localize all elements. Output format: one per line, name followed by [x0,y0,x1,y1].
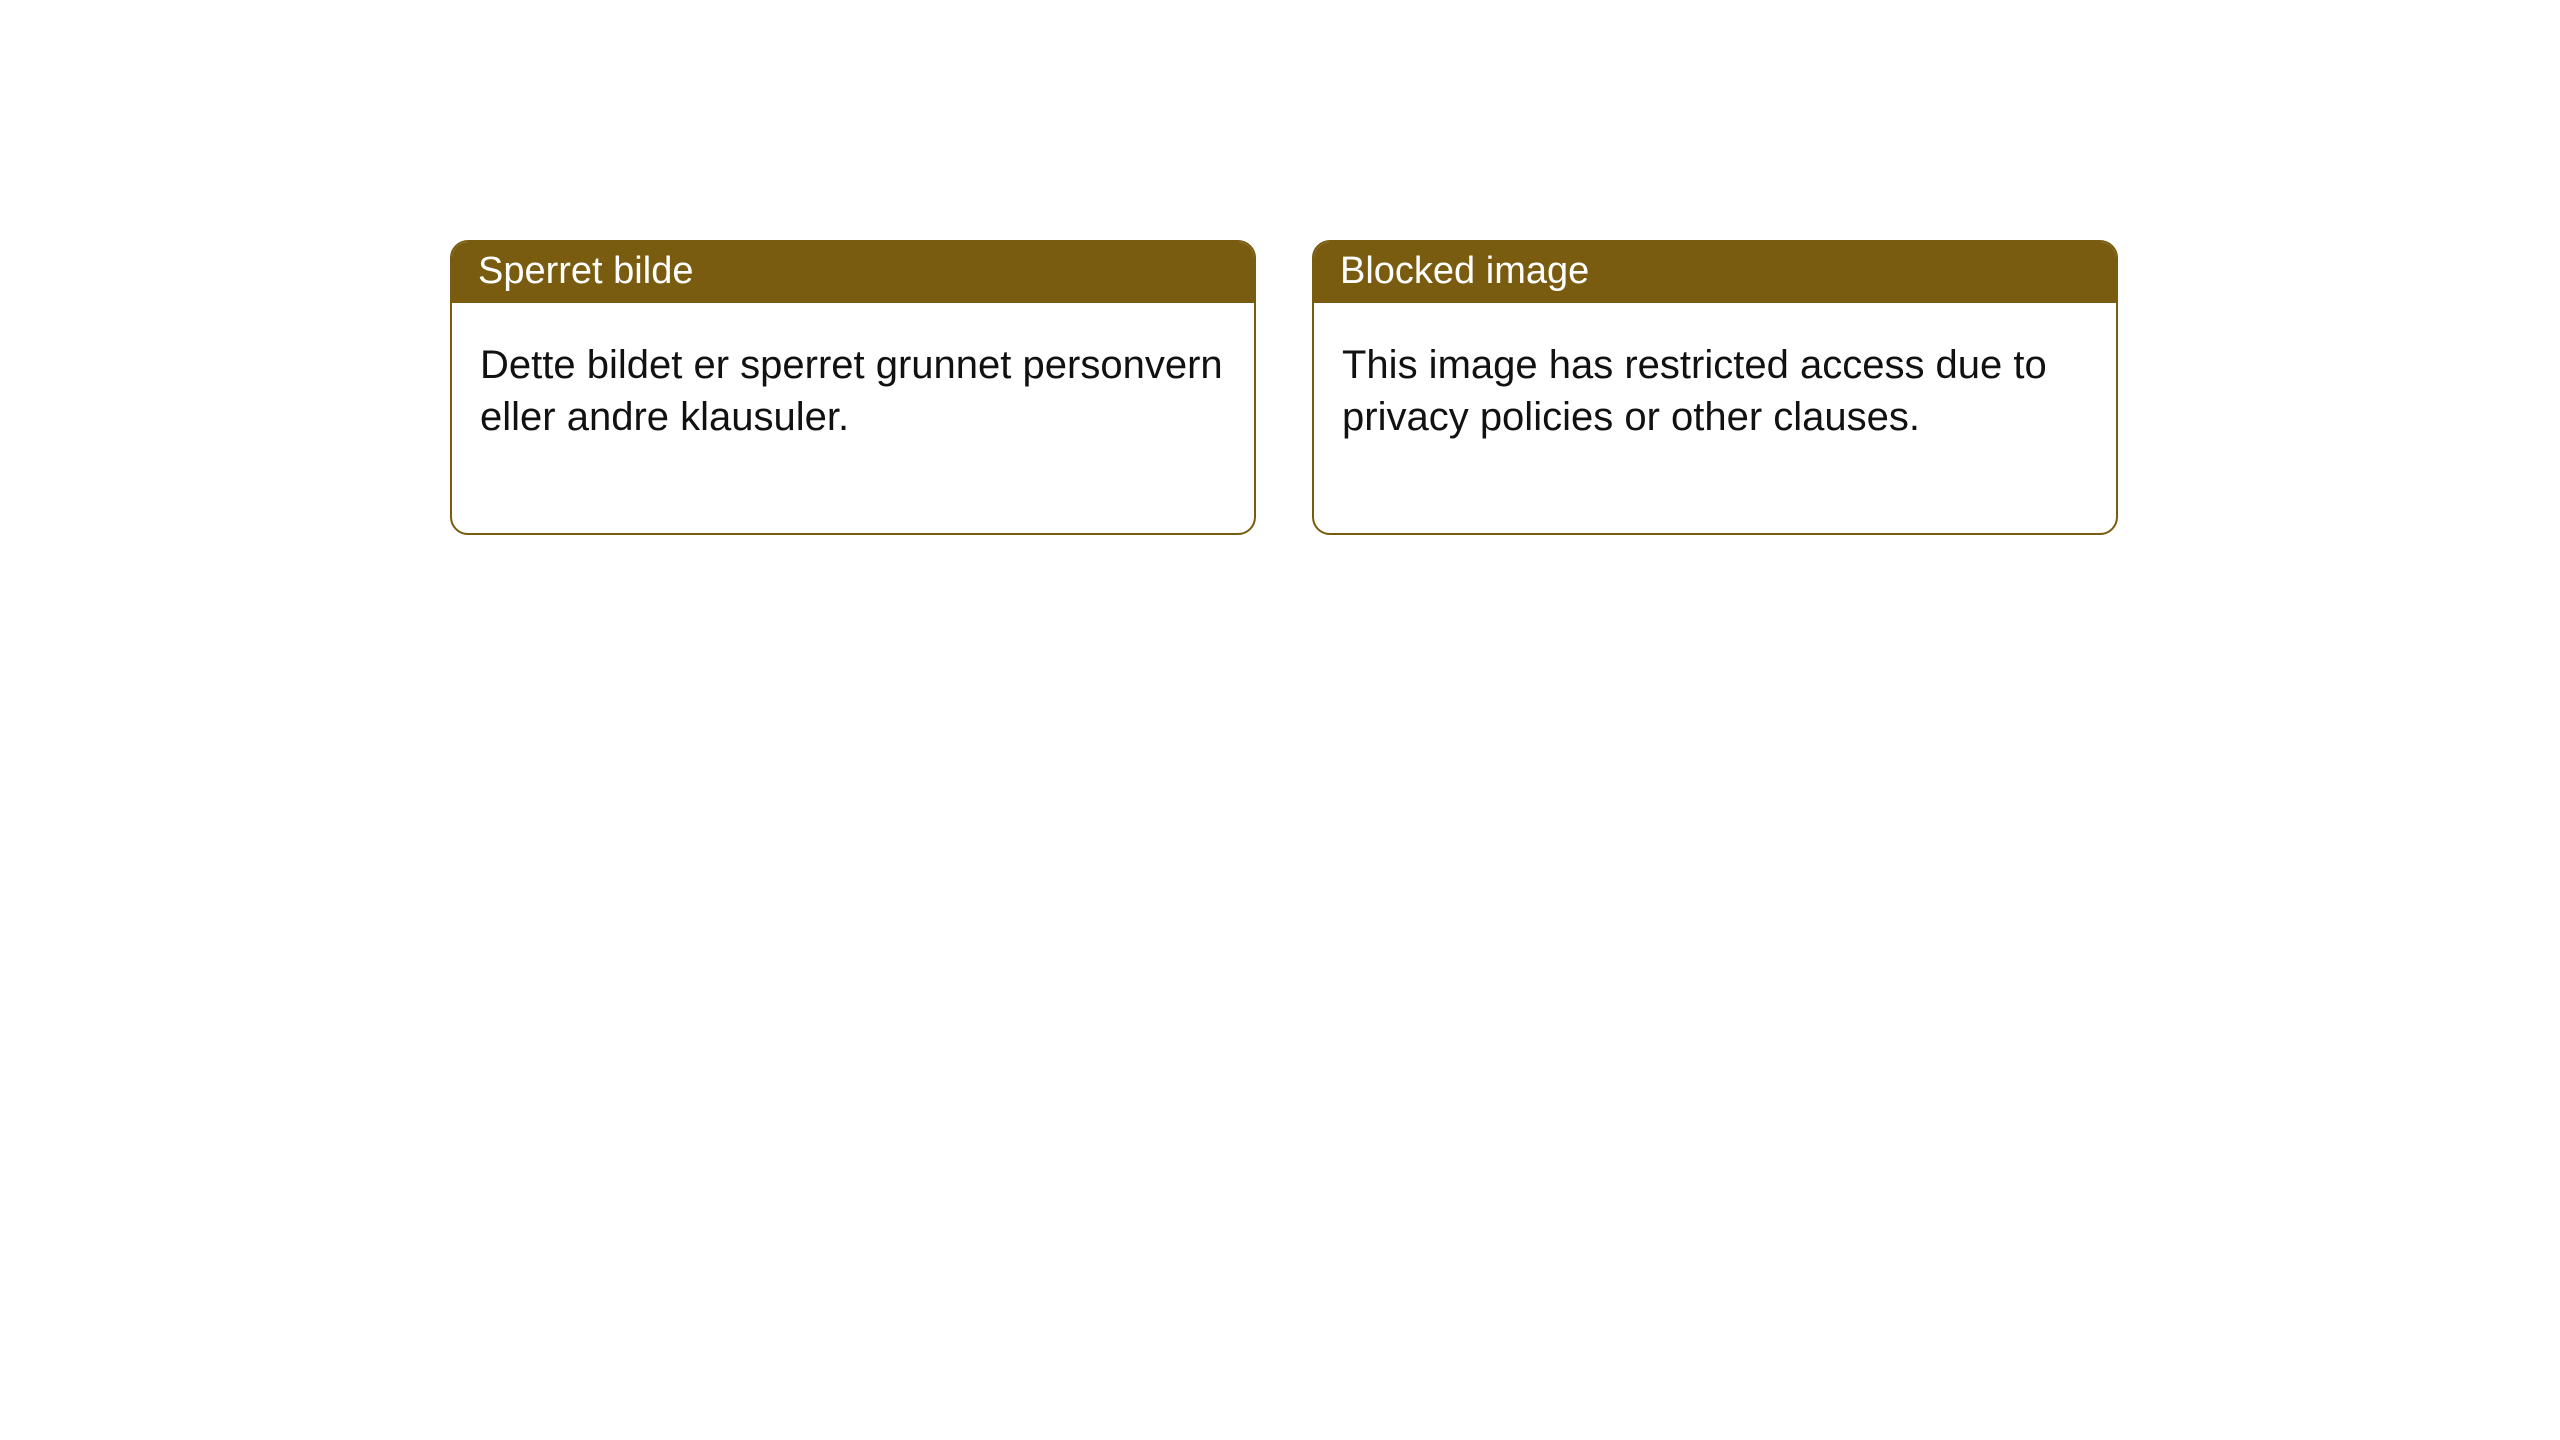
notice-title-norwegian: Sperret bilde [478,250,693,292]
notice-title-english: Blocked image [1340,250,1589,292]
notice-body-norwegian: Dette bildet er sperret grunnet personve… [452,303,1254,533]
notice-card-english: Blocked image This image has restricted … [1312,240,2118,535]
notice-header-norwegian: Sperret bilde [452,242,1254,303]
notice-text-norwegian: Dette bildet er sperret grunnet personve… [480,343,1223,439]
notice-card-norwegian: Sperret bilde Dette bildet er sperret gr… [450,240,1256,535]
notice-header-english: Blocked image [1314,242,2116,303]
notice-text-english: This image has restricted access due to … [1342,343,2047,439]
notice-container: Sperret bilde Dette bildet er sperret gr… [450,240,2118,535]
notice-body-english: This image has restricted access due to … [1314,303,2116,533]
